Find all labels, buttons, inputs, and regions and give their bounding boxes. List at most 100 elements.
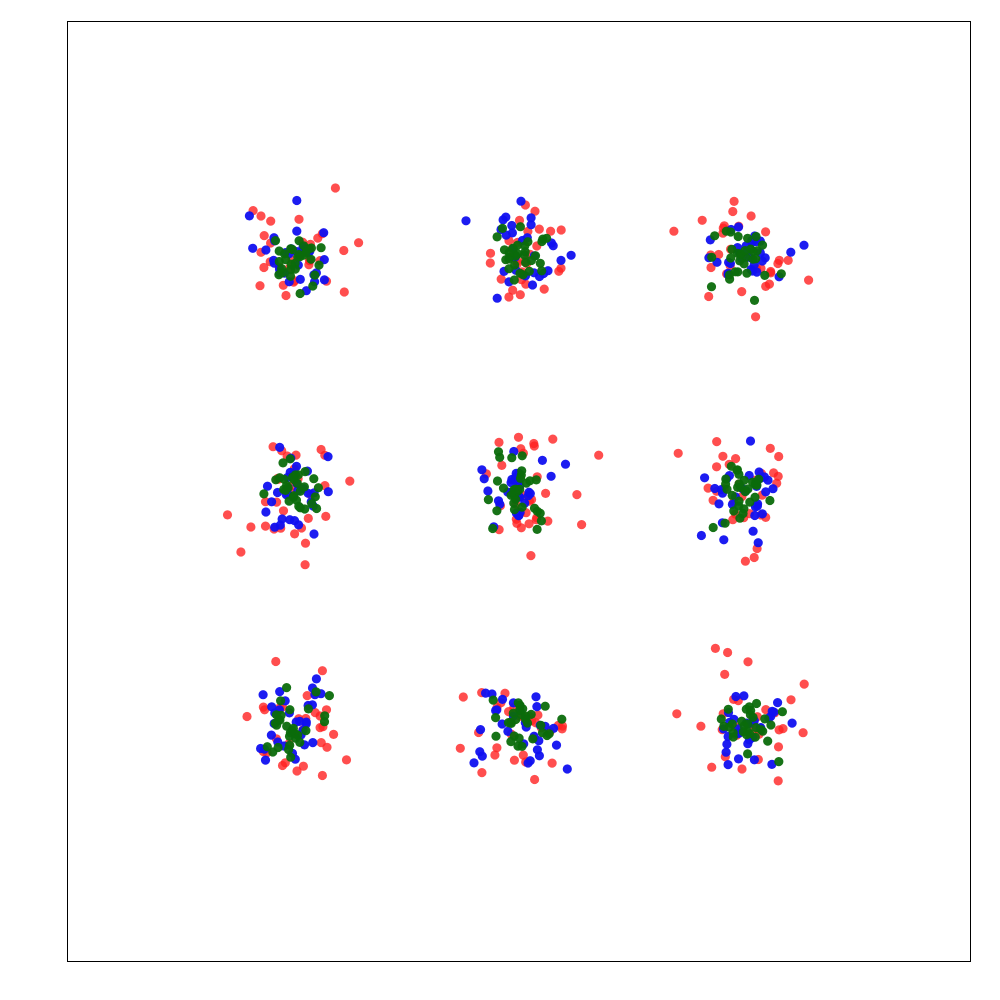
scatter-point-s0-c4-4 bbox=[524, 519, 534, 529]
scatter-point-s2-c7-16 bbox=[491, 731, 501, 741]
scatter-point-s2-c1-19 bbox=[524, 266, 534, 276]
scatter-point-s1-c5-15 bbox=[748, 526, 758, 536]
scatter-point-s0-c8-4 bbox=[720, 669, 730, 680]
scatter-point-s2-c4-17 bbox=[517, 502, 527, 512]
scatter-point-s1-c1-0 bbox=[526, 213, 536, 223]
scatter-point-s1-c8-17 bbox=[767, 759, 777, 770]
scatter-point-s2-c2-3 bbox=[751, 231, 761, 242]
scatter-point-s1-c5-29 bbox=[710, 483, 720, 494]
scatter-point-s1-c7-4 bbox=[532, 702, 542, 712]
scatter-point-s1-c7-6 bbox=[562, 764, 572, 774]
scatter-point-s1-c3-0 bbox=[262, 481, 273, 491]
scatter-point-s1-c5-9 bbox=[757, 509, 768, 519]
scatter-point-s0-c3-27 bbox=[321, 511, 331, 521]
scatter-point-s2-c7-20 bbox=[503, 718, 514, 728]
scatter-point-s0-c7-3 bbox=[530, 774, 540, 785]
scatter-point-s0-c2-20 bbox=[804, 275, 814, 285]
scatter-point-s1-c5-6 bbox=[761, 487, 771, 497]
scatter-point-s2-c4-25 bbox=[506, 490, 516, 500]
scatter-point-s0-c3-0 bbox=[260, 521, 271, 531]
scatter-point-s0-c4-28 bbox=[548, 434, 558, 444]
scatter-point-s2-c6-8 bbox=[276, 710, 286, 721]
scatter-point-s1-c3-12 bbox=[323, 452, 333, 462]
scatter-point-s2-c6-19 bbox=[273, 742, 283, 753]
scatter-point-s1-c4-21 bbox=[524, 487, 534, 497]
scatter-point-s1-c3-2 bbox=[261, 507, 271, 517]
scatter-point-s1-c1-6 bbox=[507, 220, 517, 231]
scatter-point-s0-c5-16 bbox=[749, 552, 759, 563]
scatter-point-s0-c4-2 bbox=[513, 432, 524, 442]
scatter-point-s1-c8-7 bbox=[723, 760, 733, 770]
scatter-point-s2-c2-4 bbox=[776, 269, 786, 279]
scatter-point-s2-c0-5 bbox=[316, 243, 326, 253]
scatter-point-s0-c1-0 bbox=[534, 224, 544, 234]
scatter-point-s2-c4-1 bbox=[532, 524, 542, 535]
scatter-point-s2-c0-17 bbox=[286, 244, 296, 254]
scatter-point-s0-c2-27 bbox=[773, 258, 783, 269]
scatter-point-s2-c7-22 bbox=[521, 714, 531, 724]
scatter-point-s0-c6-29 bbox=[292, 766, 302, 776]
scatter-point-s1-c5-27 bbox=[763, 475, 773, 485]
scatter-point-s2-c2-7 bbox=[749, 295, 760, 305]
scatter-point-s2-c4-16 bbox=[515, 473, 526, 483]
scatter-point-s0-c8-14 bbox=[707, 762, 717, 772]
scatter-point-s2-c6-16 bbox=[320, 711, 330, 721]
scatter-point-s1-c6-17 bbox=[295, 716, 305, 727]
scatter-point-s2-c5-0 bbox=[727, 490, 737, 500]
scatter-point-s2-c1-8 bbox=[538, 234, 548, 244]
scatter-point-s1-c1-29 bbox=[527, 280, 538, 290]
scatter-point-s2-c6-28 bbox=[301, 726, 311, 736]
scatter-point-s2-c2-20 bbox=[752, 246, 762, 256]
scatter-point-s1-c7-21 bbox=[531, 692, 541, 702]
scatter-point-s0-c0-11 bbox=[255, 281, 265, 291]
scatter-point-s2-c0-9 bbox=[306, 254, 316, 264]
scatter-point-s1-c8-28 bbox=[787, 718, 797, 728]
scatter-point-s0-c0-14 bbox=[339, 287, 349, 297]
scatter-point-s0-c3-22 bbox=[345, 476, 355, 486]
scatter-point-s1-c1-24 bbox=[501, 212, 511, 222]
scatter-point-s1-c7-8 bbox=[532, 745, 543, 755]
scatter-point-s1-c3-24 bbox=[294, 520, 304, 530]
scatter-point-s2-c3-6 bbox=[310, 492, 320, 502]
scatter-point-s2-c3-16 bbox=[295, 486, 305, 496]
scatter-point-s2-c0-4 bbox=[295, 288, 305, 299]
scatter-point-s2-c2-12 bbox=[706, 282, 717, 292]
scatter-point-s0-c5-15 bbox=[731, 454, 741, 464]
scatter-point-s2-c2-26 bbox=[751, 254, 761, 264]
scatter-point-s0-c2-24 bbox=[783, 255, 793, 265]
scatter-point-s2-c3-22 bbox=[283, 482, 293, 493]
scatter-point-s0-c8-27 bbox=[786, 695, 796, 705]
scatter-point-s0-c3-10 bbox=[278, 506, 289, 516]
scatter-point-s0-c3-12 bbox=[300, 560, 310, 570]
scatter-point-s0-c8-25 bbox=[773, 742, 784, 752]
scatter-point-s2-c8-24 bbox=[751, 722, 761, 733]
scatter-point-s2-c7-27 bbox=[528, 734, 538, 744]
scatter-point-s1-c3-23 bbox=[270, 522, 280, 532]
scatter-point-s1-c0-21 bbox=[319, 275, 329, 285]
scatter-point-s1-c1-13 bbox=[492, 293, 502, 303]
scatter-point-s0-c8-15 bbox=[723, 647, 733, 658]
scatter-point-s1-c1-20 bbox=[566, 250, 576, 260]
scatter-point-s2-c4-7 bbox=[488, 523, 498, 534]
scatter-point-s2-c3-8 bbox=[259, 489, 269, 499]
scatter-point-s2-c5-24 bbox=[743, 484, 753, 494]
scatter-point-s1-c5-24 bbox=[768, 484, 778, 494]
scatter-point-s0-c8-11 bbox=[799, 679, 809, 689]
scatter-point-s0-c5-3 bbox=[703, 483, 713, 493]
scatter-point-s1-c7-29 bbox=[492, 705, 502, 715]
scatter-point-s0-c0-27 bbox=[256, 211, 266, 221]
scatter-point-s2-c0-29 bbox=[274, 270, 284, 280]
scatter-point-s0-c2-0 bbox=[746, 211, 756, 221]
scatter-point-s1-c8-25 bbox=[731, 691, 741, 702]
scatter-point-s0-c6-15 bbox=[317, 770, 327, 781]
scatter-point-s2-c1-10 bbox=[509, 275, 519, 285]
scatter-point-s1-c2-28 bbox=[799, 240, 809, 250]
scatter-point-s1-c3-17 bbox=[309, 529, 319, 539]
scatter-point-s0-c2-5 bbox=[737, 287, 747, 297]
scatter-point-s2-c6-24 bbox=[311, 687, 321, 697]
scatter-point-s0-c0-9 bbox=[266, 216, 276, 226]
scatter-point-s1-c6-21 bbox=[266, 730, 276, 740]
scatter-point-s0-c1-15 bbox=[508, 285, 518, 295]
scatter-point-s2-c5-28 bbox=[721, 479, 731, 489]
